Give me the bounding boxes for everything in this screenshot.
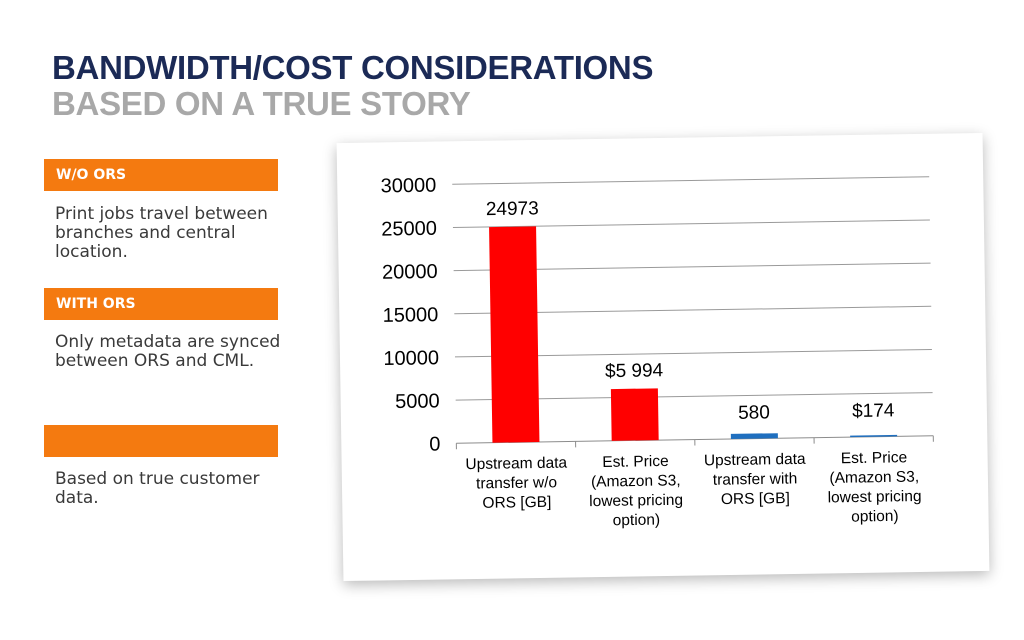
x-tick-label: transfer w/o xyxy=(476,474,557,492)
x-tick-label: transfer with xyxy=(713,470,798,488)
gridline xyxy=(452,176,930,185)
y-tick-label: 15000 xyxy=(383,304,439,327)
x-tick-label: lowest pricing xyxy=(589,492,683,510)
x-tick-label: Upstream data xyxy=(465,455,567,474)
x-tick-label: option) xyxy=(613,512,661,530)
section-text-source: Based on true customer data. xyxy=(55,469,260,508)
section-label-without-ors: W/O ORS xyxy=(44,159,278,191)
x-tick-label: (Amazon S3, xyxy=(829,468,919,486)
x-tick-label: (Amazon S3, xyxy=(591,472,681,490)
slide-subtitle: BASED ON A TRUE STORY xyxy=(52,85,471,122)
y-tick-label: 5000 xyxy=(395,390,440,413)
x-tick-label: Est. Price xyxy=(602,453,669,471)
data-label: 580 xyxy=(738,402,770,423)
chart-card: 0 5000 10000 15000 20000 25000 30000 24973 Upstr… xyxy=(336,132,990,582)
x-tick-label: lowest pricing xyxy=(828,488,922,506)
section-label-with-ors: WITH ORS xyxy=(44,288,278,320)
x-tick-label: ORS [GB] xyxy=(721,490,790,508)
bar xyxy=(730,433,778,439)
y-tick-label: 0 xyxy=(429,434,440,456)
bar-chart: 0 5000 10000 15000 20000 25000 30000 24973 Upstr… xyxy=(380,175,934,530)
gridline xyxy=(452,219,930,228)
data-label: $5 994 xyxy=(605,360,664,382)
data-label: $174 xyxy=(852,400,895,422)
section-text-with-ors: Only metadata are synced between ORS and… xyxy=(55,332,281,371)
y-tick-label: 25000 xyxy=(381,218,437,241)
y-tick-label: 30000 xyxy=(380,175,436,198)
x-tick-label: ORS [GB] xyxy=(482,494,551,512)
y-tick-label: 10000 xyxy=(383,347,439,370)
x-tick-label: Est. Price xyxy=(841,449,908,467)
x-tick-label: Upstream data xyxy=(704,451,806,470)
data-label: 24973 xyxy=(486,198,539,220)
bar xyxy=(489,226,540,443)
slide-title: BANDWIDTH/COST CONSIDERATIONS xyxy=(52,49,654,86)
bar xyxy=(610,388,659,441)
bar xyxy=(850,434,898,438)
y-tick-label: 20000 xyxy=(382,261,438,284)
section-label-source xyxy=(44,425,278,457)
section-text-without-ors: Print jobs travel between branches and c… xyxy=(55,204,268,262)
x-tick-label: option) xyxy=(851,508,899,526)
